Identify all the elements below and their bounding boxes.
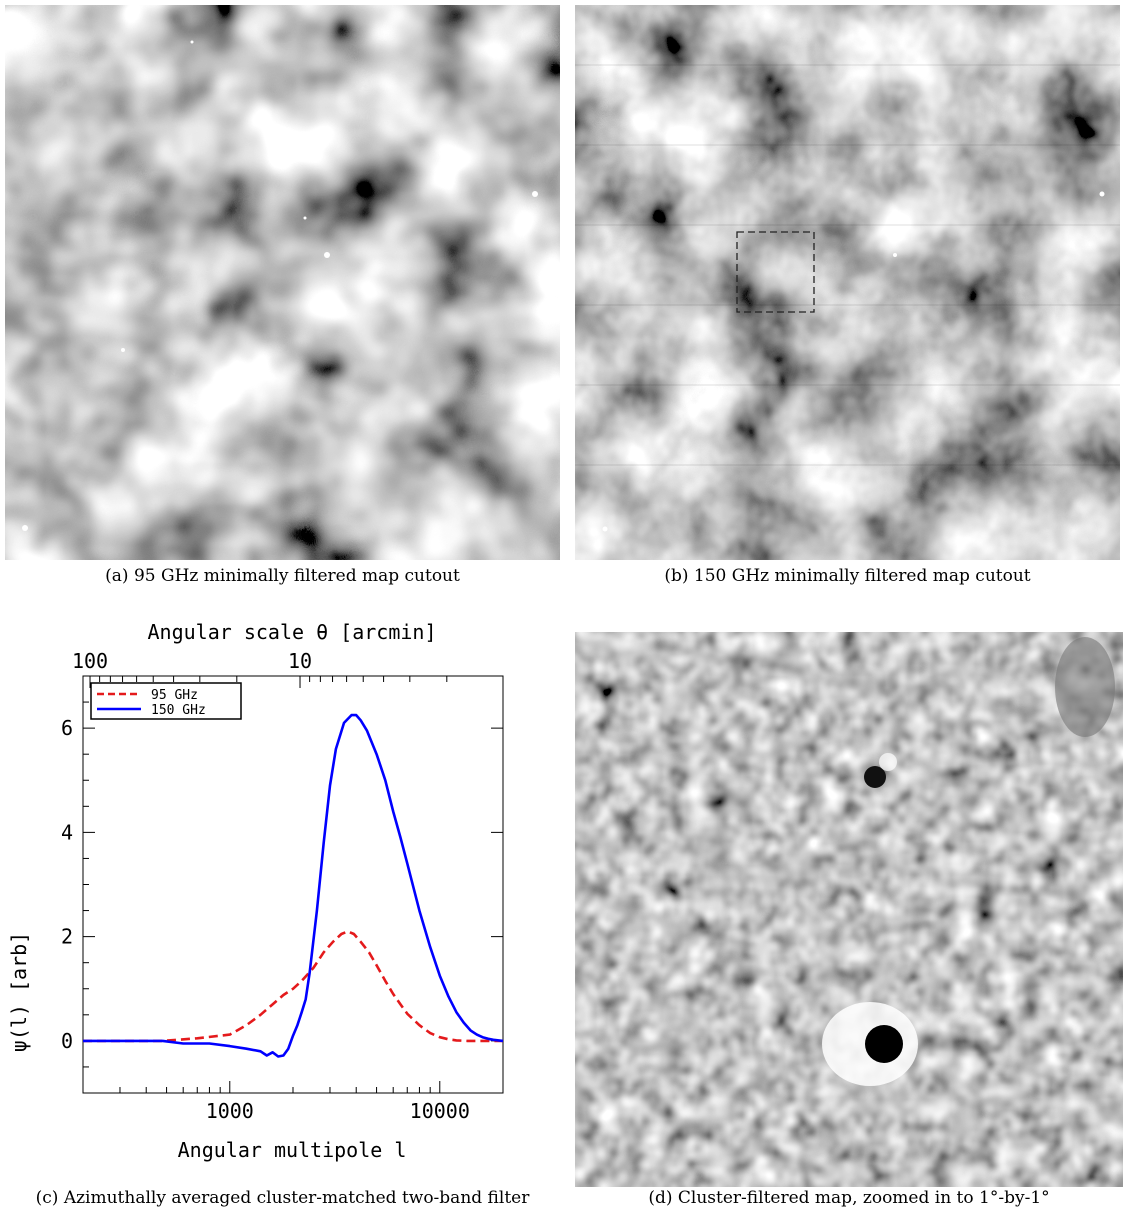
cluster-decrement xyxy=(865,1025,903,1063)
y-tick-label: 4 xyxy=(61,820,73,844)
caption-c: (c) Azimuthally averaged cluster-matched… xyxy=(35,1188,530,1208)
zoom-region-box xyxy=(736,231,815,313)
x-tick-label: 1000 xyxy=(206,1099,254,1123)
cluster-filtered-map xyxy=(575,632,1123,1187)
x2-axis-label: Angular scale θ [arcmin] xyxy=(148,620,437,644)
legend-label: 95 GHz xyxy=(151,688,198,703)
y-tick-label: 2 xyxy=(61,925,73,949)
x2-tick-label: 10 xyxy=(288,649,312,673)
x-axis-label: Angular multipole l xyxy=(178,1138,407,1162)
filter-chart-svg: Angular scale θ [arcmin] Angular multipo… xyxy=(7,620,504,1162)
series-line-1 xyxy=(83,713,504,1058)
map-150ghz xyxy=(575,5,1120,560)
legend-label: 150 GHz xyxy=(151,703,206,718)
map-95ghz xyxy=(5,5,560,560)
series-line-0 xyxy=(83,930,503,1043)
map-150ghz-image xyxy=(575,5,1120,560)
y-tick-label: 0 xyxy=(61,1029,73,1053)
caption-a: (a) 95 GHz minimally filtered map cutout xyxy=(105,566,460,586)
map-95ghz-image xyxy=(5,5,560,560)
filter-chart: Angular scale θ [arcmin] Angular multipo… xyxy=(0,612,565,1172)
x2-tick-label: 100 xyxy=(72,649,108,673)
cluster-filtered-map-image xyxy=(575,632,1123,1187)
y-axis-label: ψ(l) [arb] xyxy=(7,932,31,1052)
plot-frame xyxy=(82,675,504,1094)
y-tick-label: 6 xyxy=(61,716,73,740)
caption-d: (d) Cluster-filtered map, zoomed in to 1… xyxy=(648,1188,1050,1208)
caption-b: (b) 150 GHz minimally filtered map cutou… xyxy=(664,566,1031,586)
legend-box xyxy=(90,682,242,720)
x-tick-label: 10000 xyxy=(410,1099,470,1123)
